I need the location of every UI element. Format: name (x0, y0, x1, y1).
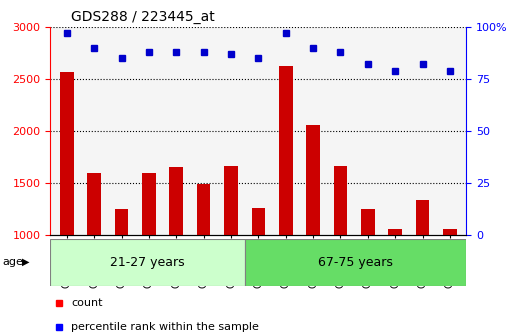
Bar (197, 184, 210, 336)
Bar (361, 209, 375, 336)
Bar (50, 239, 244, 286)
Bar (252, 208, 265, 336)
Bar (142, 173, 156, 336)
Text: percentile rank within the sample: percentile rank within the sample (71, 322, 259, 332)
Bar (279, 67, 293, 336)
Text: age: age (3, 257, 23, 267)
Bar (334, 166, 347, 336)
Bar (416, 200, 429, 336)
Bar (388, 229, 402, 336)
Text: 21-27 years: 21-27 years (110, 256, 185, 268)
Bar (87, 173, 101, 336)
Text: GDS288 / 223445_at: GDS288 / 223445_at (71, 10, 215, 25)
Bar (114, 209, 128, 336)
Text: ▶: ▶ (22, 257, 30, 267)
Bar (60, 72, 74, 336)
Bar (224, 166, 238, 336)
Text: 67-75 years: 67-75 years (318, 256, 393, 268)
Bar (443, 229, 457, 336)
Bar (170, 167, 183, 336)
Text: count: count (71, 298, 103, 308)
Bar (244, 239, 466, 286)
Bar (306, 125, 320, 336)
